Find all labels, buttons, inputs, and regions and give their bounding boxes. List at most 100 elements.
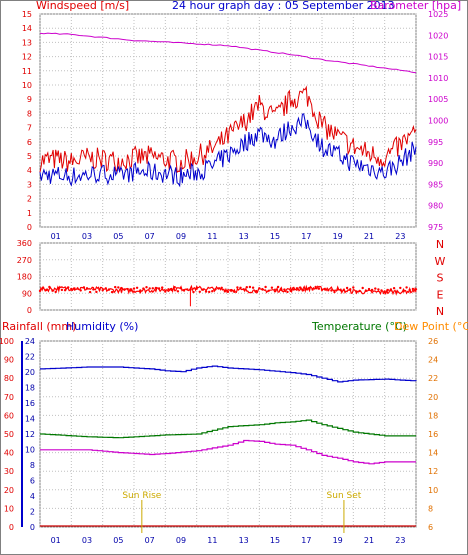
x-tick-label: 09 (176, 536, 186, 545)
direction-point (414, 288, 418, 291)
rainfall-label: Rainfall (mm) (2, 320, 76, 333)
humidity-label: Humidity (%) (66, 320, 138, 333)
humidity-tick-label: 10 (25, 446, 35, 455)
left-tick-label: 8 (27, 109, 32, 118)
right-tick-label: 1010 (428, 74, 448, 83)
direction-point (383, 290, 386, 293)
direction-point (380, 289, 383, 292)
direction-point (349, 288, 352, 291)
direction-point (361, 286, 364, 290)
x-tick-label: 05 (113, 232, 123, 241)
x-tick-label: 13 (239, 232, 249, 241)
rain-tick-label: 90 (4, 356, 14, 365)
direction-point (139, 289, 142, 292)
direction-point (110, 290, 114, 294)
gust-series-line (39, 85, 417, 174)
left-tick-label: 360 (17, 239, 32, 248)
right-tick-label: 985 (428, 180, 443, 189)
direction-point (242, 288, 245, 291)
direction-point (120, 286, 123, 290)
rain-tick-label: 20 (4, 486, 14, 495)
direction-point (405, 286, 408, 289)
direction-point (239, 286, 242, 289)
direction-point (179, 287, 183, 290)
direction-point (408, 288, 411, 292)
direction-point (38, 289, 42, 293)
direction-point (198, 290, 201, 293)
compass-label: W (435, 255, 446, 268)
x-tick-label: 03 (82, 232, 92, 241)
direction-point (245, 286, 248, 289)
direction-point (82, 286, 86, 289)
compass-label: E (437, 288, 444, 301)
direction-point (57, 286, 60, 290)
direction-point (270, 286, 274, 289)
direction-point (308, 286, 311, 290)
humidity-tick-label: 12 (25, 430, 35, 439)
sun-rise-label: Sun Rise (122, 491, 161, 501)
direction-point (214, 288, 217, 291)
direction-point (92, 288, 95, 291)
left-tick-label: 90 (22, 289, 32, 298)
direction-point (327, 289, 330, 292)
direction-point (280, 288, 283, 292)
direction-point (107, 288, 111, 291)
direction-point (176, 290, 180, 293)
direction-point (164, 290, 167, 293)
direction-point (195, 287, 198, 290)
direction-point (182, 289, 186, 292)
barometer-label: Barometer [hpa] (370, 0, 461, 12)
rain-tick-label: 80 (4, 374, 14, 383)
rain-tick-label: 40 (4, 449, 14, 458)
humidity-tick-label: 14 (25, 415, 35, 424)
direction-point (311, 288, 314, 291)
direction-point (264, 285, 267, 289)
x-tick-label: 19 (333, 536, 343, 545)
direction-point (276, 285, 280, 289)
windspeed-label: Windspeed [m/s] (36, 0, 129, 12)
direction-point (157, 287, 161, 290)
direction-point (339, 289, 342, 292)
x-tick-label: 23 (395, 536, 405, 545)
direction-point (374, 287, 377, 290)
left-tick-label: 14 (22, 24, 32, 33)
left-tick-label: 15 (22, 10, 32, 19)
direction-point (342, 288, 346, 292)
direction-point (286, 290, 289, 294)
left-tick-label: 180 (17, 273, 32, 282)
direction-point (229, 288, 233, 292)
humidity-tick-label: 22 (25, 353, 35, 362)
direction-point (60, 288, 64, 292)
direction-point (392, 287, 396, 290)
left-tick-label: 12 (22, 53, 32, 62)
x-tick-label: 03 (82, 536, 92, 545)
temp-tick-label: 14 (428, 449, 438, 458)
x-tick-label: 21 (364, 232, 374, 241)
direction-point (255, 289, 258, 293)
right-tick-label: 995 (428, 138, 443, 147)
direction-point (192, 290, 195, 294)
temp-tick-label: 24 (428, 356, 438, 365)
dewpoint-label: Dew Point (°C) (394, 320, 468, 333)
direction-point (98, 288, 101, 291)
direction-point (123, 288, 126, 291)
x-tick-label: 09 (176, 232, 186, 241)
direction-point (411, 287, 415, 291)
compass-label: N (436, 238, 444, 251)
direction-point (117, 286, 120, 289)
chart-title: 24 hour graph day : 05 September 2013 (172, 0, 395, 12)
direction-point (355, 290, 358, 293)
direction-point (323, 288, 327, 291)
direction-point (170, 288, 173, 292)
x-tick-label: 11 (207, 536, 217, 545)
x-tick-label: 07 (145, 232, 155, 241)
direction-point (352, 286, 355, 289)
direction-point (161, 286, 164, 289)
sun-set-label: Sun Set (327, 491, 362, 501)
left-tick-label: 1 (27, 209, 32, 218)
humidity-tick-label: 2 (30, 508, 35, 517)
direction-point (208, 290, 211, 294)
direction-point (70, 287, 73, 291)
rain-tick-label: 0 (9, 523, 14, 532)
